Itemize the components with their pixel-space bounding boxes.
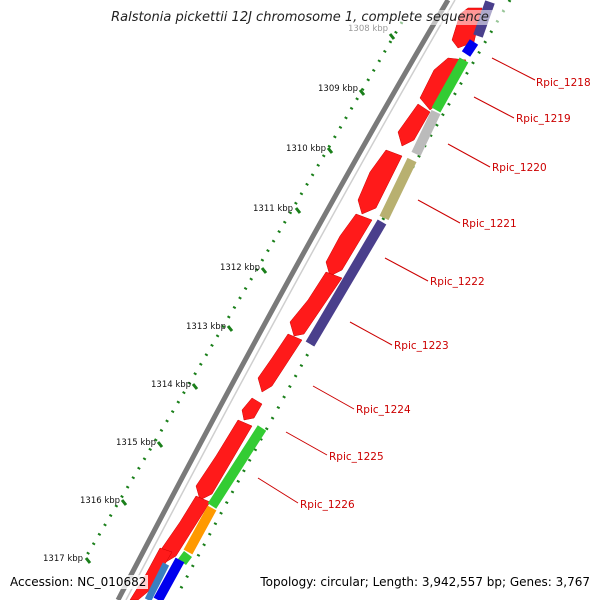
scale-tick-label: 1311 kbp [253, 204, 293, 214]
backbone-ring-inner [125, 0, 456, 600]
scale-tick-label: 1310 kbp [286, 144, 326, 154]
cog-bar-steel [144, 562, 170, 600]
cog-bar-blue [153, 557, 185, 600]
cog-bar-rpic-1226 [207, 425, 267, 509]
gene-label[interactable]: Rpic_1221 [462, 218, 517, 230]
gene-label[interactable]: Rpic_1223 [394, 340, 449, 352]
genome-summary: Topology: circular; Length: 3,942,557 bp… [258, 575, 592, 589]
cds-arrow [241, 397, 263, 421]
cds-arrow [397, 103, 431, 147]
cog-bar-rpic-1223 [305, 219, 387, 347]
cog-bar-rpic-1220 [431, 57, 469, 113]
cds-arrow [257, 333, 303, 393]
cds-arrow [357, 149, 403, 215]
map-title: Ralstonia pickettii 12J chromosome 1, co… [0, 10, 600, 25]
gene-labels: Rpic_1218 Rpic_1219 Rpic_1220 Rpic_1221 … [300, 77, 591, 511]
cog-bar-rpic-1222 [379, 157, 417, 221]
backbone-ring [115, 0, 451, 600]
gene-label[interactable]: Rpic_1218 [536, 77, 591, 89]
scale-tick-label: 1308 kbp [348, 24, 388, 34]
scale-tick-label: 1312 kbp [220, 263, 260, 273]
cds-forward-track [129, 7, 483, 600]
scale-tick-label: 1309 kbp [318, 84, 358, 94]
cds-arrow [289, 271, 343, 337]
scale-tick-label: 1315 kbp [116, 438, 156, 448]
scale-ring [82, 21, 404, 561]
scale-tick-label: 1317 kbp [43, 554, 83, 564]
gene-label[interactable]: Rpic_1225 [329, 451, 384, 463]
scale-major-ticks [84, 33, 396, 564]
gene-label[interactable]: Rpic_1226 [300, 499, 355, 511]
cog-bar-orange [183, 505, 217, 555]
scale-tick-label: 1314 kbp [151, 380, 191, 390]
cog-track [144, 0, 495, 600]
gene-label[interactable]: Rpic_1220 [492, 162, 547, 174]
label-leaders [257, 57, 536, 504]
scale-labels: 1308 kbp 1309 kbp 1310 kbp 1311 kbp 1312… [43, 24, 388, 564]
gene-label[interactable]: Rpic_1219 [516, 113, 571, 125]
scale-tick-label: 1313 kbp [186, 322, 226, 332]
gene-label[interactable]: Rpic_1224 [356, 404, 411, 416]
scale-tick-label: 1316 kbp [80, 496, 120, 506]
cog-bar-green-2 [178, 551, 192, 565]
accession-label: Accession: NC_010682 [8, 575, 149, 589]
cog-bar-rpic-1221 [411, 109, 441, 157]
cog-bar-rpic-1219 [461, 39, 479, 57]
gene-label[interactable]: Rpic_1222 [430, 276, 485, 288]
